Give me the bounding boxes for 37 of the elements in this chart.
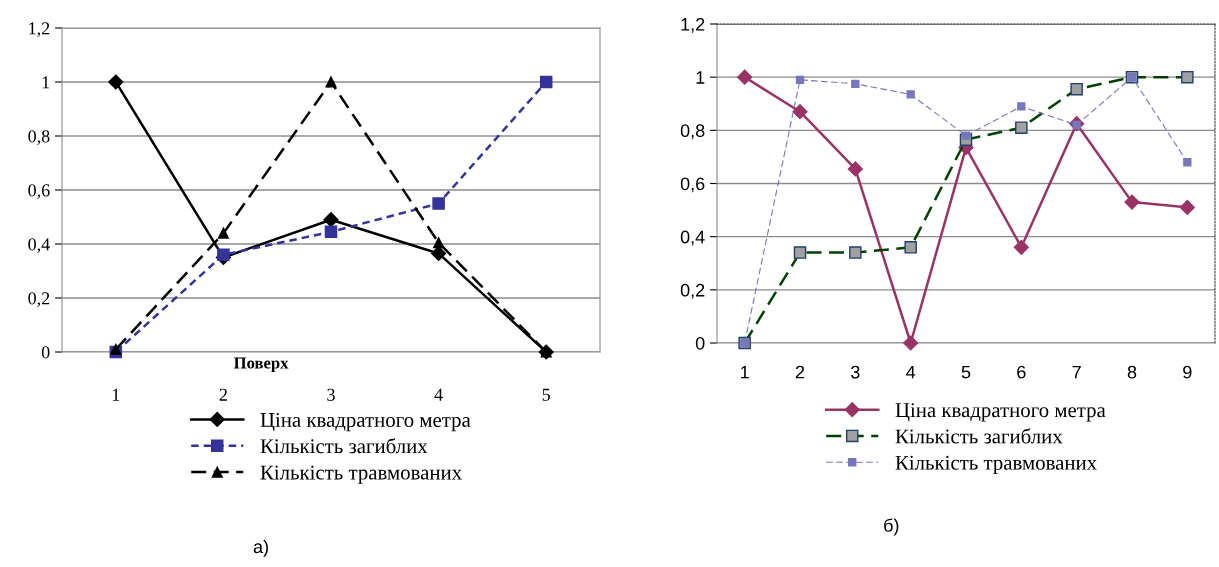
x-tick-label: 6 [1017, 365, 1026, 379]
x-tick-label: 4 [434, 388, 443, 401]
legend-label: Ціна квадратного метра [260, 412, 471, 432]
y-tick-label: 0,4 [28, 238, 50, 254]
y-tick-label: 1,2 [29, 22, 50, 38]
x-tick-label: 2 [795, 365, 805, 379]
y-tick-label: 0 [41, 346, 50, 359]
legend-label: Кількість травмованих [895, 455, 1097, 475]
x-tick-label: 3 [327, 388, 335, 401]
legend-label: Ціна квадратного метра [895, 403, 1106, 422]
text: а) [253, 539, 268, 557]
legend-label: Кількість травмованих [260, 465, 462, 484]
y-tick-label: 0,4 [680, 230, 705, 246]
x-tick-label: 3 [851, 365, 860, 379]
x-tick-label: 2 [219, 388, 227, 401]
x-tick-label: 4 [906, 365, 916, 379]
y-tick-label: 1 [42, 76, 50, 89]
y-tick-label: 1,2 [681, 17, 705, 33]
y-tick-label: 0,6 [28, 184, 50, 200]
x-tick-label: 1 [112, 388, 120, 401]
x-tick-label: 5 [542, 388, 551, 401]
x-tick-label: 1 [741, 365, 749, 379]
text: б) [884, 518, 899, 536]
x-axis-title: Поверх [233, 357, 289, 372]
x-tick-label: 7 [1072, 365, 1081, 379]
y-tick-label: 0,6 [680, 177, 705, 193]
x-tick-label: 9 [1183, 365, 1192, 379]
y-tick-label: 0,8 [28, 130, 50, 146]
legend-label: Кількість загиблих [260, 438, 428, 454]
x-tick-label: 5 [961, 365, 971, 379]
y-tick-label: 0,2 [28, 292, 50, 308]
y-tick-label: 0,2 [680, 283, 705, 299]
legend-label: Кількість загиблих [895, 428, 1063, 444]
y-tick-label: 1 [696, 71, 705, 84]
y-tick-label: 0,8 [680, 124, 705, 140]
x-tick-label: 8 [1127, 365, 1137, 379]
y-tick-label: 0 [695, 336, 705, 350]
